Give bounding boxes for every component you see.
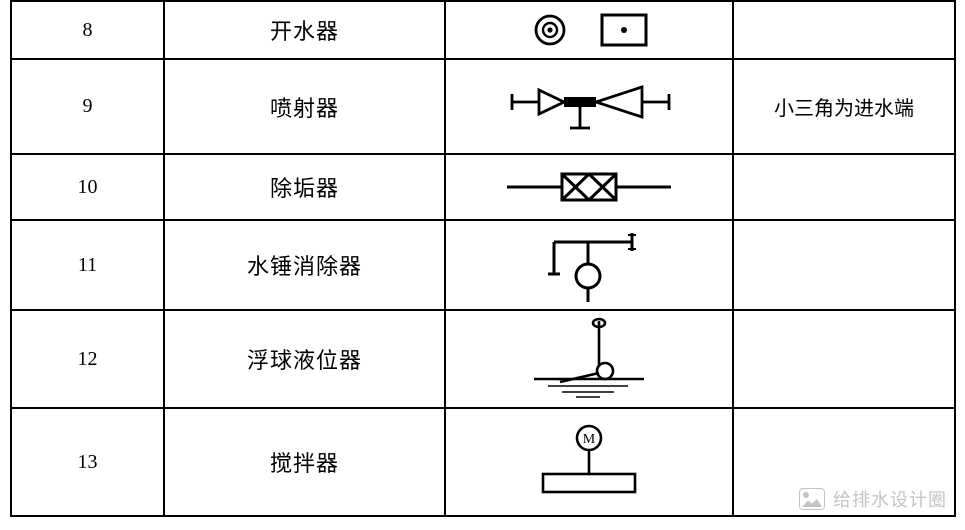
symbol-table: 8 开水器 9 喷射器 [10,0,956,517]
float-level-icon [504,315,674,403]
row-name: 浮球液位器 [164,310,445,408]
table-row: 8 开水器 [11,1,955,59]
row-number: 9 [11,59,164,154]
num-text: 13 [78,451,98,473]
symbol-cell: M [445,408,733,516]
name-text: 喷射器 [270,96,339,121]
name-text: 搅拌器 [270,451,339,476]
boiler-icon [504,6,674,54]
name-text: 水锤消除器 [247,254,362,279]
row-name: 喷射器 [164,59,445,154]
row-name: 水锤消除器 [164,220,445,310]
num-text: 8 [83,19,93,41]
symbol-cell [445,310,733,408]
symbol-cell [445,1,733,59]
table-row: 12 浮球液位器 [11,310,955,408]
row-note [733,154,955,220]
name-text: 浮球液位器 [247,348,362,373]
row-number: 11 [11,220,164,310]
watermark-text: 给排水设计圈 [833,486,947,512]
table-row: 10 除垢器 [11,154,955,220]
ejector-icon [494,72,684,142]
row-note [733,1,955,59]
row-name: 开水器 [164,1,445,59]
row-note [733,220,955,310]
row-number: 13 [11,408,164,516]
symbol-cell [445,154,733,220]
symbol-cell [445,59,733,154]
wechat-photo-icon [799,488,825,510]
row-name: 除垢器 [164,154,445,220]
row-name: 搅拌器 [164,408,445,516]
table-row: 11 水锤消除器 [11,220,955,310]
row-number: 10 [11,154,164,220]
num-text: 9 [83,95,93,117]
name-text: 除垢器 [270,176,339,201]
row-note [733,310,955,408]
table-row: 9 喷射器 [11,59,955,154]
watermark: 给排水设计圈 [799,486,947,512]
note-text: 小三角为进水端 [774,98,914,120]
row-number: 12 [11,310,164,408]
name-text: 开水器 [270,19,339,44]
num-text: 10 [78,176,98,198]
mixer-icon: M [504,420,674,504]
descaler-icon [489,167,689,207]
num-text: 12 [78,348,98,370]
symbol-cell [445,220,733,310]
row-number: 8 [11,1,164,59]
num-text: 11 [78,254,97,276]
row-note: 小三角为进水端 [733,59,955,154]
symbol-table-container: 8 开水器 9 喷射器 [10,0,954,517]
mixer-letter: M [583,432,596,447]
hammer-arrester-icon [504,224,674,306]
